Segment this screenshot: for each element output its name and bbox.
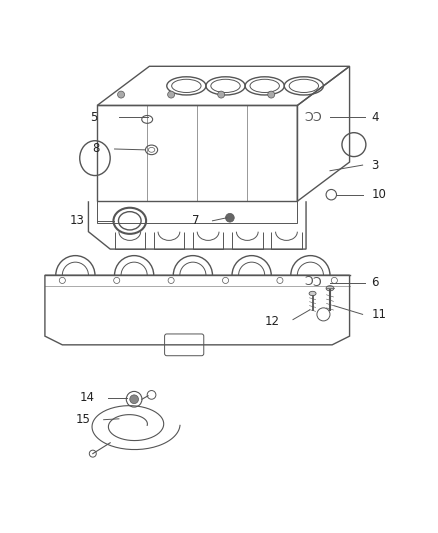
Text: 5: 5 — [90, 111, 97, 124]
Text: Ͻ: Ͻ — [304, 111, 313, 124]
Circle shape — [218, 91, 225, 98]
Text: 7: 7 — [192, 214, 199, 227]
Text: 3: 3 — [371, 159, 379, 172]
Text: 4: 4 — [371, 111, 379, 124]
Circle shape — [168, 91, 175, 98]
Text: 11: 11 — [371, 308, 386, 321]
Circle shape — [117, 91, 124, 98]
Ellipse shape — [309, 292, 316, 296]
Circle shape — [130, 395, 138, 403]
Text: 10: 10 — [371, 188, 386, 201]
Text: 13: 13 — [69, 214, 84, 227]
Circle shape — [268, 91, 275, 98]
Text: 8: 8 — [92, 142, 99, 156]
Text: 15: 15 — [76, 413, 91, 426]
Text: 14: 14 — [80, 391, 95, 405]
Text: Ͻ: Ͻ — [313, 276, 321, 289]
Text: 6: 6 — [371, 276, 379, 289]
Ellipse shape — [326, 286, 334, 291]
Circle shape — [226, 213, 234, 222]
Text: Ͻ: Ͻ — [304, 275, 313, 288]
Text: 12: 12 — [265, 315, 280, 328]
Text: Ͻ: Ͻ — [313, 111, 321, 124]
